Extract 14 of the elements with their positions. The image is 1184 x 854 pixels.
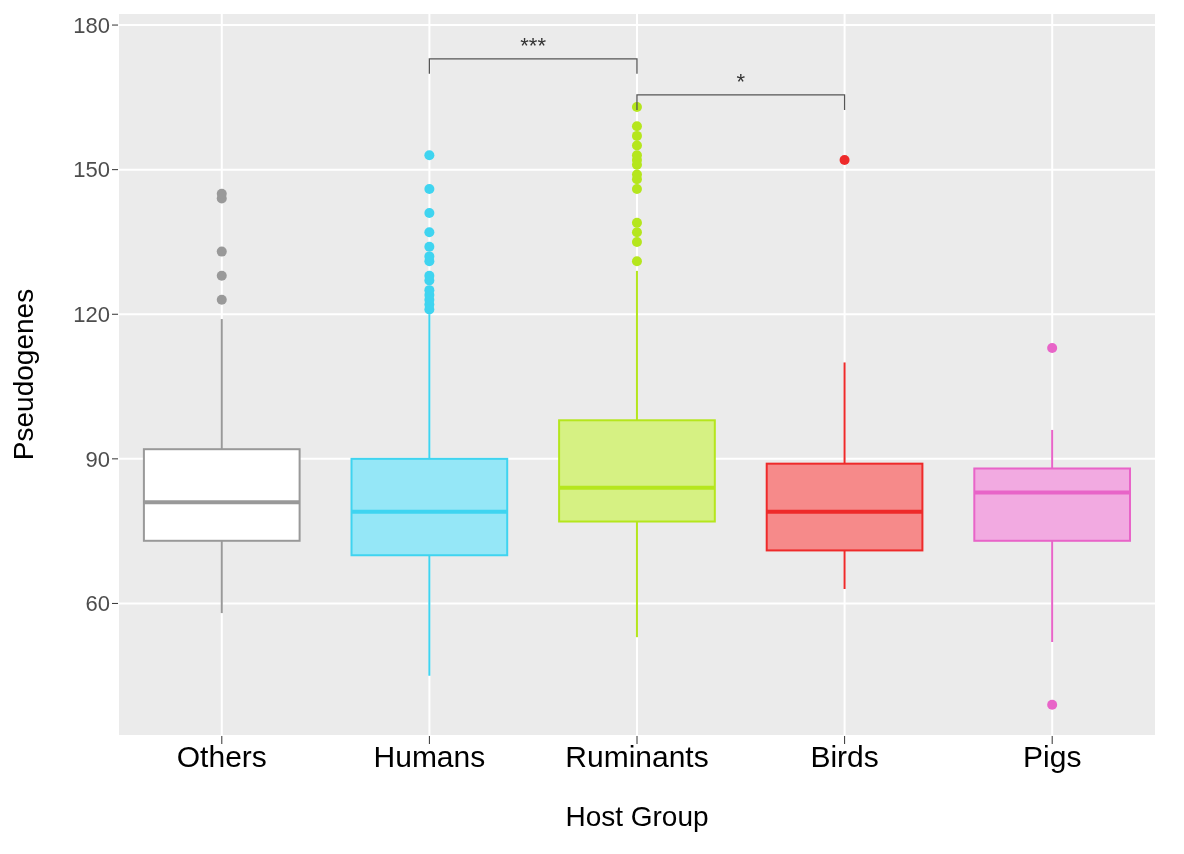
- annotation: *: [736, 68, 746, 94]
- y-tick-label: 60: [85, 591, 110, 617]
- y-tick-label: 90: [85, 446, 110, 472]
- y-tick-label: 180: [73, 12, 110, 38]
- x-tick-label: Ruminants: [565, 740, 709, 774]
- y-tick-label: 120: [73, 302, 110, 328]
- x-tick-label: Pigs: [1023, 740, 1082, 774]
- x-tick-label: Humans: [373, 740, 486, 774]
- x-axis-title: Host Group: [565, 801, 709, 832]
- annotation: ***: [520, 32, 547, 58]
- x-tick-label: Birds: [810, 740, 879, 774]
- x-tick-label: Others: [176, 740, 267, 774]
- y-axis-title: Pseudogenes: [7, 288, 39, 461]
- y-tick-label: 150: [73, 157, 110, 183]
